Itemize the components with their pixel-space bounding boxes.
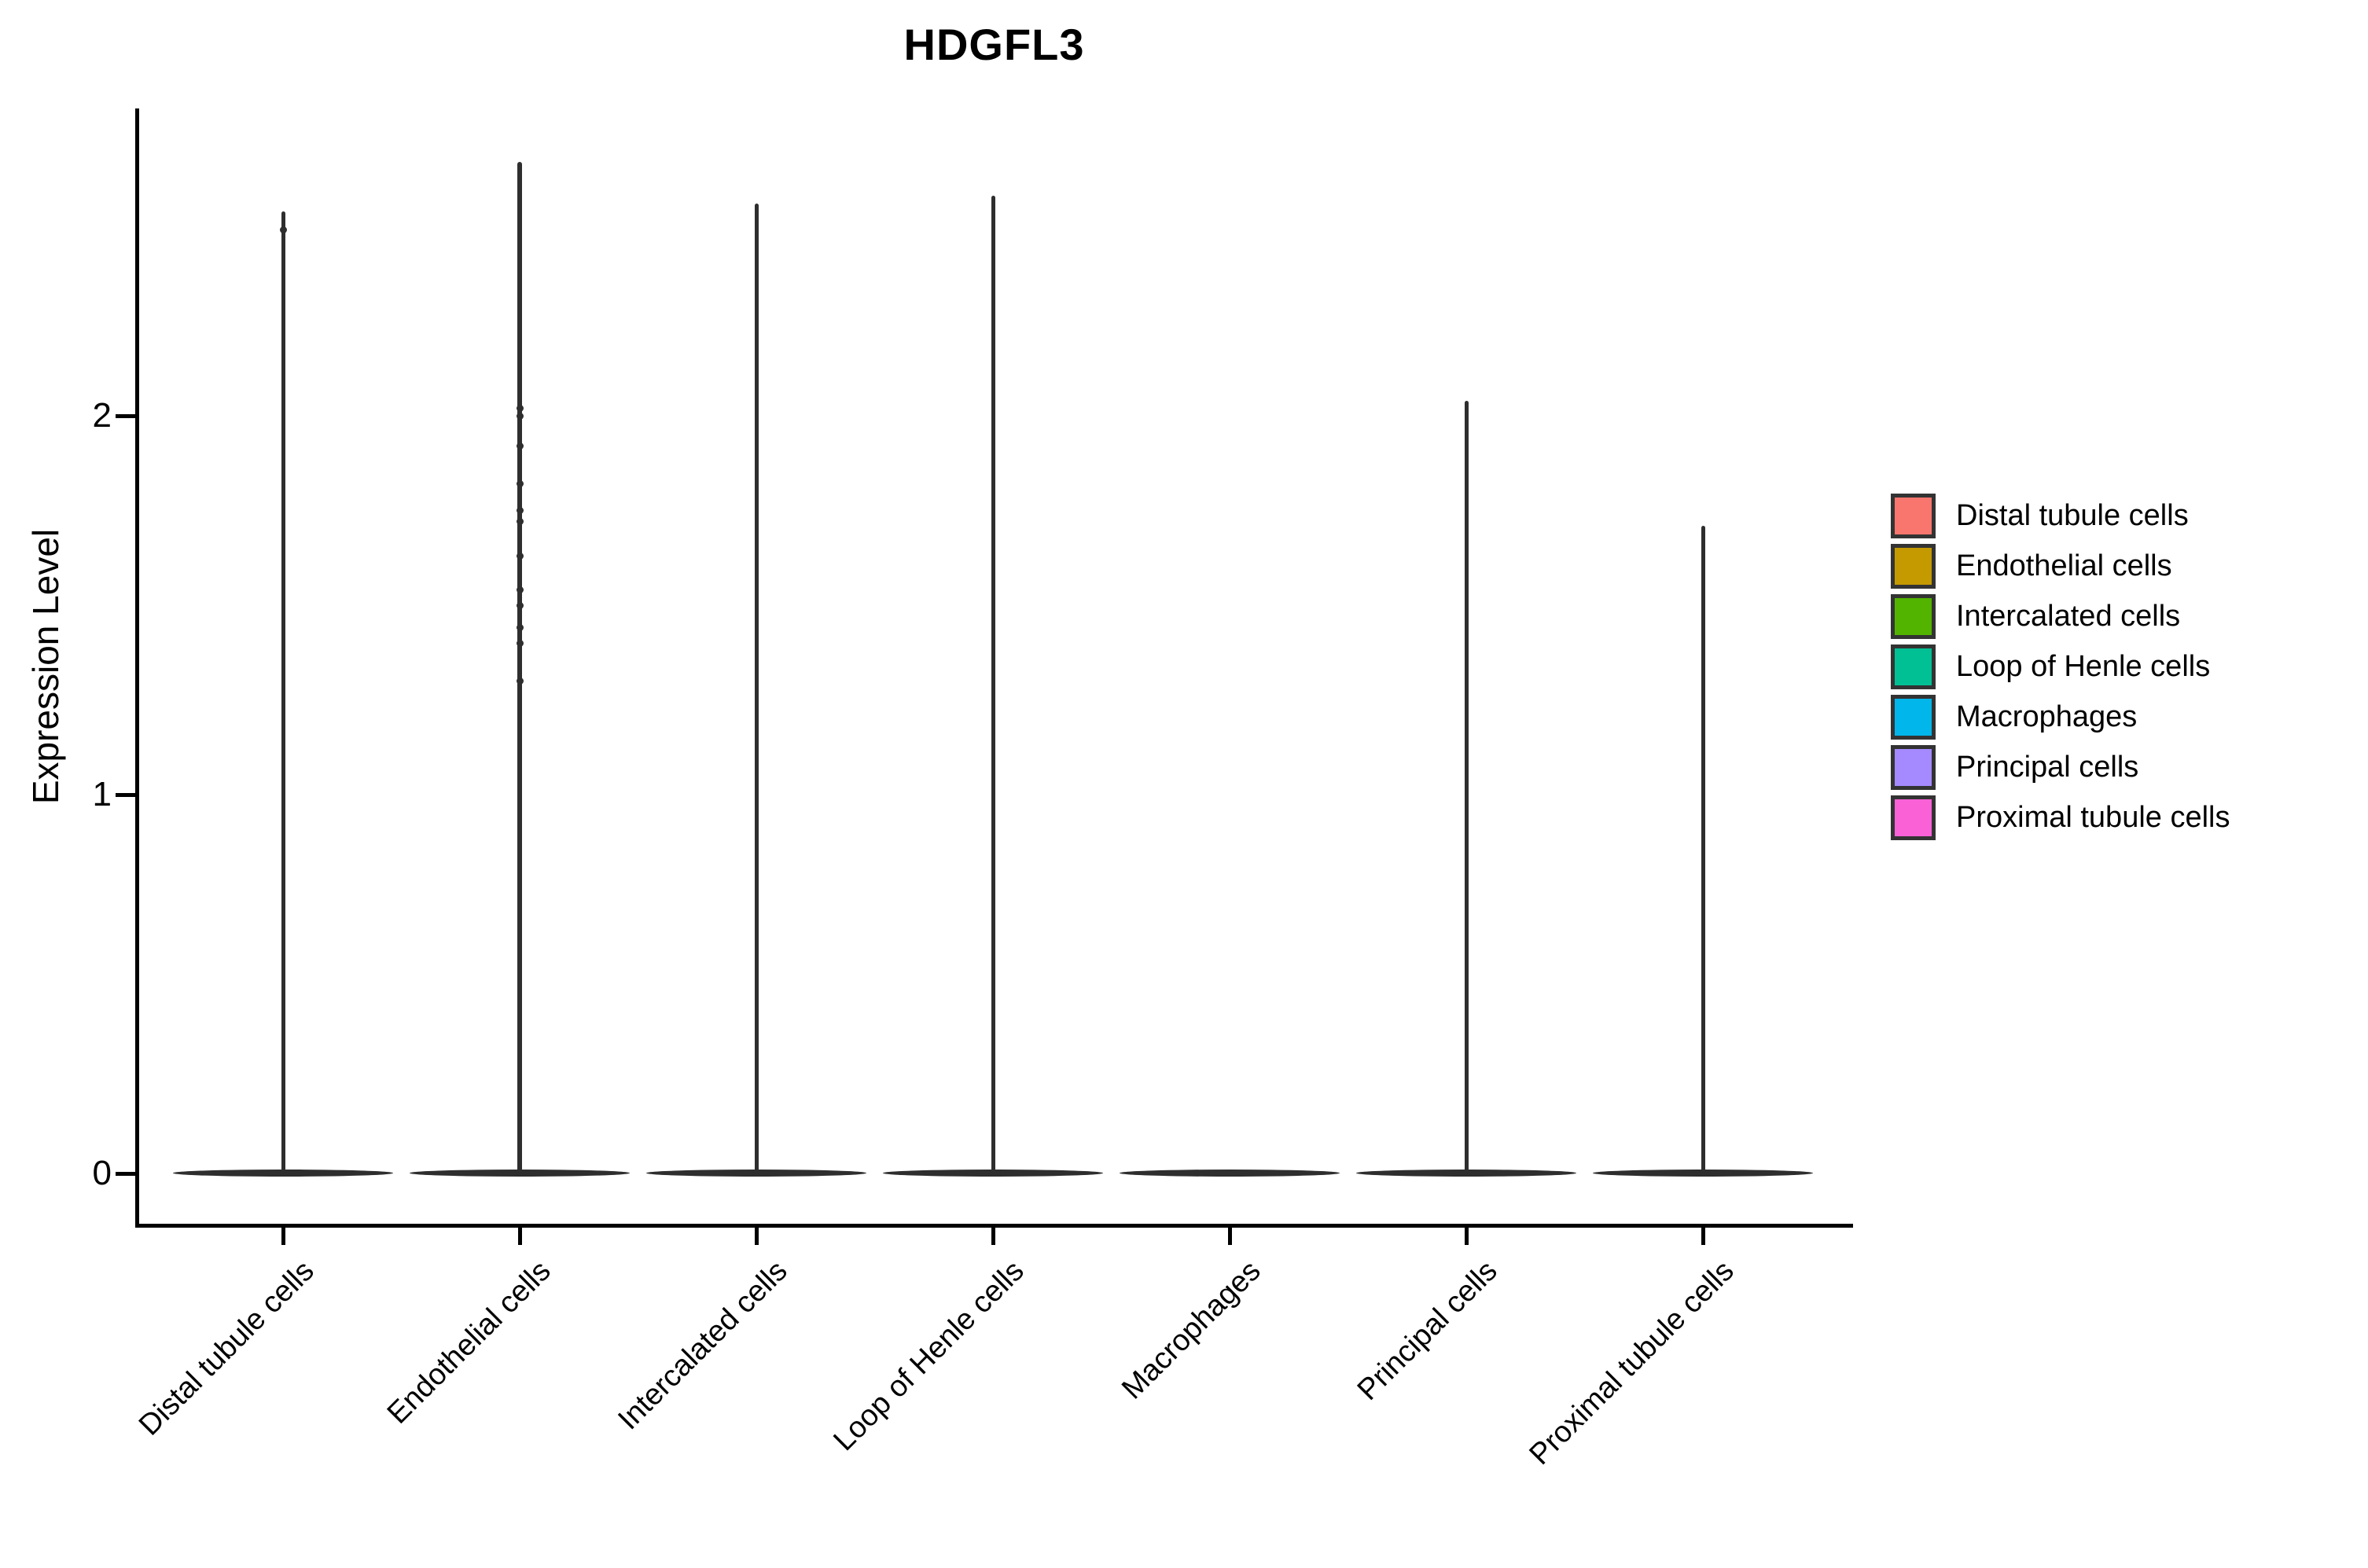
y-axis-line xyxy=(135,108,139,1228)
jitter-point xyxy=(516,404,524,412)
violin-spike xyxy=(1464,400,1469,1173)
jitter-point xyxy=(516,677,524,685)
x-category-label: Macrophages xyxy=(1116,1254,1267,1406)
x-category-label: Principal cells xyxy=(1351,1254,1504,1407)
jitter-point xyxy=(516,586,524,594)
x-category-label: Endothelial cells xyxy=(381,1254,557,1430)
legend-color-swatch xyxy=(1891,745,1936,790)
y-tick-mark xyxy=(116,793,136,797)
x-tick-mark xyxy=(1701,1228,1705,1245)
jitter-point xyxy=(516,507,524,514)
jitter-point xyxy=(279,226,287,234)
y-axis-label: Expression Level xyxy=(25,528,66,805)
jitter-point xyxy=(516,601,524,609)
legend-color-swatch xyxy=(1891,644,1936,689)
jitter-point xyxy=(516,639,524,647)
y-tick-label: 0 xyxy=(92,1154,112,1192)
legend-color-swatch xyxy=(1891,494,1936,538)
y-tick-label: 1 xyxy=(92,775,112,813)
violin-body xyxy=(646,1170,866,1177)
violin-spike xyxy=(1701,525,1705,1173)
legend-item: Endothelial cells xyxy=(1891,544,2172,589)
x-axis-line xyxy=(135,1224,1853,1228)
legend-color-swatch xyxy=(1891,544,1936,589)
violin-body xyxy=(173,1170,393,1177)
x-category-label: Proximal tubule cells xyxy=(1523,1254,1741,1472)
y-tick-mark xyxy=(116,414,136,418)
jitter-point xyxy=(516,412,524,420)
plot-title: HDGFL3 xyxy=(903,20,1085,69)
violin-body xyxy=(1356,1170,1576,1177)
jitter-point xyxy=(516,552,524,560)
violin-body xyxy=(1120,1170,1340,1177)
x-tick-mark xyxy=(1465,1228,1469,1245)
y-tick-label: 2 xyxy=(92,396,112,435)
violin-spike xyxy=(517,162,522,1173)
jitter-point xyxy=(516,442,524,450)
y-tick-mark xyxy=(116,1172,136,1176)
legend-item: Loop of Henle cells xyxy=(1891,644,2210,689)
x-tick-mark xyxy=(755,1228,759,1245)
jitter-point xyxy=(516,518,524,526)
legend-item: Distal tubule cells xyxy=(1891,494,2189,538)
x-category-label: Intercalated cells xyxy=(612,1254,794,1437)
legend-item-label: Loop of Henle cells xyxy=(1956,650,2211,683)
violin-body xyxy=(1593,1170,1813,1177)
violin-spike xyxy=(754,204,759,1173)
legend-item-label: Intercalated cells xyxy=(1956,600,2181,633)
violin-spike xyxy=(991,196,995,1173)
x-tick-mark xyxy=(281,1228,285,1245)
legend-color-swatch xyxy=(1891,695,1936,740)
violin-body xyxy=(883,1170,1103,1177)
x-tick-mark xyxy=(991,1228,995,1245)
legend-item-label: Distal tubule cells xyxy=(1956,499,2189,532)
legend-item-label: Endothelial cells xyxy=(1956,549,2172,582)
legend-color-swatch xyxy=(1891,795,1936,840)
x-category-label: Distal tubule cells xyxy=(132,1254,321,1442)
legend-item-label: Principal cells xyxy=(1956,751,2139,784)
x-tick-mark xyxy=(1228,1228,1232,1245)
legend-item-label: Macrophages xyxy=(1956,700,2138,733)
legend-item-label: Proximal tubule cells xyxy=(1956,801,2230,834)
jitter-point xyxy=(516,624,524,632)
violin-spike xyxy=(281,211,285,1173)
violin-body xyxy=(410,1170,630,1177)
legend-item: Macrophages xyxy=(1891,695,2137,740)
jitter-point xyxy=(516,480,524,488)
legend-color-swatch xyxy=(1891,594,1936,639)
legend-item: Proximal tubule cells xyxy=(1891,795,2230,840)
legend-item: Principal cells xyxy=(1891,745,2138,790)
x-tick-mark xyxy=(518,1228,522,1245)
legend-item: Intercalated cells xyxy=(1891,594,2180,639)
x-category-label: Loop of Henle cells xyxy=(827,1254,1031,1458)
